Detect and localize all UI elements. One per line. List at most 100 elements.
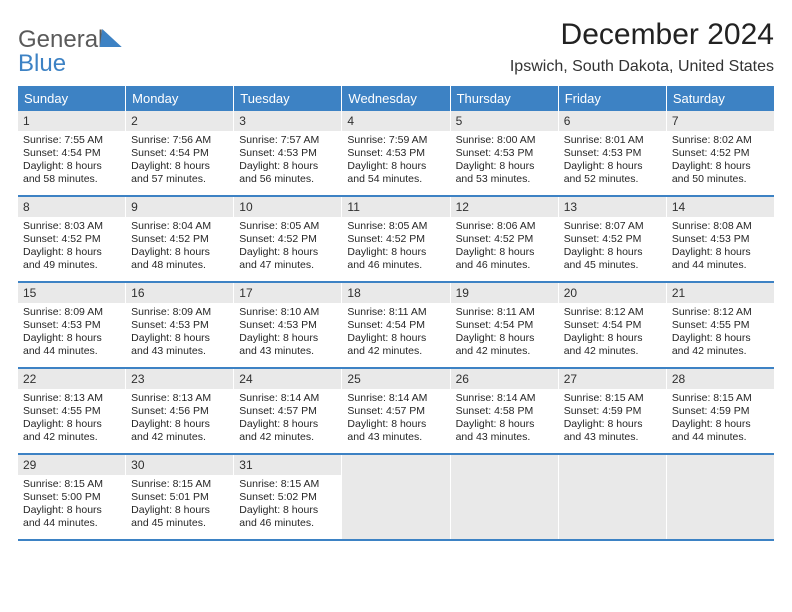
sunrise-line: Sunrise: 8:09 AM	[131, 306, 228, 319]
day-number: 20	[559, 283, 666, 303]
sunset-line: Sunset: 4:53 PM	[347, 147, 444, 160]
calendar-cell-empty	[667, 455, 774, 539]
daylight-line: Daylight: 8 hours and 57 minutes.	[131, 160, 228, 186]
week-row: 22Sunrise: 8:13 AMSunset: 4:55 PMDayligh…	[18, 369, 774, 455]
daylight-line: Daylight: 8 hours and 46 minutes.	[456, 246, 553, 272]
sunset-line: Sunset: 4:52 PM	[347, 233, 444, 246]
sunset-line: Sunset: 5:00 PM	[23, 491, 120, 504]
day-number: 22	[18, 369, 125, 389]
sunrise-line: Sunrise: 8:12 AM	[672, 306, 769, 319]
day-number: 8	[18, 197, 125, 217]
daylight-line: Daylight: 8 hours and 48 minutes.	[131, 246, 228, 272]
sunset-line: Sunset: 4:53 PM	[672, 233, 769, 246]
daylight-line: Daylight: 8 hours and 43 minutes.	[239, 332, 336, 358]
dayhead: Wednesday	[342, 86, 450, 111]
day-number: 9	[126, 197, 233, 217]
day-number: 4	[342, 111, 449, 131]
sunrise-line: Sunrise: 8:11 AM	[456, 306, 553, 319]
sunrise-line: Sunrise: 8:08 AM	[672, 220, 769, 233]
sunset-line: Sunset: 5:02 PM	[239, 491, 336, 504]
sunrise-line: Sunrise: 8:15 AM	[23, 478, 120, 491]
calendar-cell: 11Sunrise: 8:05 AMSunset: 4:52 PMDayligh…	[342, 197, 450, 281]
calendar-cell: 13 Sunrise: 8:07 AMSunset: 4:52 PMDayligh…	[559, 197, 667, 281]
sunrise-line: Sunrise: 7:57 AM	[239, 134, 336, 147]
calendar-cell: 26Sunrise: 8:14 AMSunset: 4:58 PMDayligh…	[451, 369, 559, 453]
logo-text: General Blue	[18, 28, 123, 76]
sunset-line: Sunset: 4:53 PM	[239, 319, 336, 332]
daylight-line: Daylight: 8 hours and 43 minutes.	[564, 418, 661, 444]
daylight-line: Daylight: 8 hours and 50 minutes.	[672, 160, 769, 186]
dayhead-row: SundayMondayTuesdayWednesdayThursdayFrid…	[18, 86, 774, 111]
sunrise-line: Sunrise: 8:11 AM	[347, 306, 444, 319]
sunrise-line: Sunrise: 8:12 AM	[564, 306, 661, 319]
sunrise-line: Sunrise: 8:05 AM	[347, 220, 444, 233]
sunset-line: Sunset: 4:58 PM	[456, 405, 553, 418]
sunset-line: Sunset: 4:53 PM	[131, 319, 228, 332]
dayhead: Saturday	[667, 86, 774, 111]
daylight-line: Daylight: 8 hours and 46 minutes.	[239, 504, 336, 530]
sunset-line: Sunset: 4:53 PM	[23, 319, 120, 332]
dayhead: Monday	[126, 86, 234, 111]
sunset-line: Sunset: 5:01 PM	[131, 491, 228, 504]
day-number: 7	[667, 111, 774, 131]
day-number: 14	[667, 197, 774, 217]
daylight-line: Daylight: 8 hours and 49 minutes.	[23, 246, 120, 272]
sunset-line: Sunset: 4:52 PM	[23, 233, 120, 246]
week-row: 8Sunrise: 8:03 AMSunset: 4:52 PMDaylight…	[18, 197, 774, 283]
sunset-line: Sunset: 4:57 PM	[239, 405, 336, 418]
sunset-line: Sunset: 4:54 PM	[23, 147, 120, 160]
sunset-line: Sunset: 4:53 PM	[564, 147, 661, 160]
day-number: 21	[667, 283, 774, 303]
calendar: SundayMondayTuesdayWednesdayThursdayFrid…	[18, 86, 774, 541]
sunrise-line: Sunrise: 8:07 AM	[564, 220, 661, 233]
dayhead: Tuesday	[234, 86, 342, 111]
sunrise-line: Sunrise: 8:15 AM	[131, 478, 228, 491]
day-number: 5	[451, 111, 558, 131]
calendar-cell: 31Sunrise: 8:15 AMSunset: 5:02 PMDayligh…	[234, 455, 342, 539]
calendar-cell: 29Sunrise: 8:15 AMSunset: 5:00 PMDayligh…	[18, 455, 126, 539]
daylight-line: Daylight: 8 hours and 42 minutes.	[564, 332, 661, 358]
sunrise-line: Sunrise: 8:14 AM	[347, 392, 444, 405]
calendar-cell-empty	[559, 455, 667, 539]
daylight-line: Daylight: 8 hours and 53 minutes.	[456, 160, 553, 186]
calendar-cell: 12Sunrise: 8:06 AMSunset: 4:52 PMDayligh…	[451, 197, 559, 281]
daylight-line: Daylight: 8 hours and 42 minutes.	[131, 418, 228, 444]
calendar-cell: 24Sunrise: 8:14 AMSunset: 4:57 PMDayligh…	[234, 369, 342, 453]
calendar-cell: 6Sunrise: 8:01 AMSunset: 4:53 PMDaylight…	[559, 111, 667, 195]
sunrise-line: Sunrise: 8:01 AM	[564, 134, 661, 147]
sunset-line: Sunset: 4:55 PM	[23, 405, 120, 418]
day-number: 16	[126, 283, 233, 303]
sunset-line: Sunset: 4:52 PM	[672, 147, 769, 160]
calendar-cell: 1Sunrise: 7:55 AMSunset: 4:54 PMDaylight…	[18, 111, 126, 195]
sunset-line: Sunset: 4:52 PM	[564, 233, 661, 246]
sunset-line: Sunset: 4:52 PM	[456, 233, 553, 246]
sunrise-line: Sunrise: 8:10 AM	[239, 306, 336, 319]
sunrise-line: Sunrise: 8:15 AM	[564, 392, 661, 405]
sunrise-line: Sunrise: 8:14 AM	[456, 392, 553, 405]
calendar-cell: 23Sunrise: 8:13 AMSunset: 4:56 PMDayligh…	[126, 369, 234, 453]
calendar-cell: 19Sunrise: 8:11 AMSunset: 4:54 PMDayligh…	[451, 283, 559, 367]
day-number: 15	[18, 283, 125, 303]
calendar-cell-empty	[451, 455, 559, 539]
sunset-line: Sunset: 4:54 PM	[131, 147, 228, 160]
month-title: December 2024	[510, 18, 774, 52]
daylight-line: Daylight: 8 hours and 42 minutes.	[239, 418, 336, 444]
day-number: 27	[559, 369, 666, 389]
daylight-line: Daylight: 8 hours and 42 minutes.	[456, 332, 553, 358]
calendar-cell: 22Sunrise: 8:13 AMSunset: 4:55 PMDayligh…	[18, 369, 126, 453]
week-row: 1Sunrise: 7:55 AMSunset: 4:54 PMDaylight…	[18, 111, 774, 197]
daylight-line: Daylight: 8 hours and 45 minutes.	[564, 246, 661, 272]
sunset-line: Sunset: 4:55 PM	[672, 319, 769, 332]
day-number: 10	[234, 197, 341, 217]
sunrise-line: Sunrise: 8:13 AM	[131, 392, 228, 405]
day-number: 17	[234, 283, 341, 303]
day-number: 6	[559, 111, 666, 131]
calendar-cell: 3Sunrise: 7:57 AMSunset: 4:53 PMDaylight…	[234, 111, 342, 195]
dayhead: Thursday	[451, 86, 559, 111]
day-number: 13	[559, 197, 666, 217]
calendar-cell: 21Sunrise: 8:12 AMSunset: 4:55 PMDayligh…	[667, 283, 774, 367]
sunrise-line: Sunrise: 8:00 AM	[456, 134, 553, 147]
calendar-cell: 30Sunrise: 8:15 AMSunset: 5:01 PMDayligh…	[126, 455, 234, 539]
daylight-line: Daylight: 8 hours and 42 minutes.	[23, 418, 120, 444]
sunset-line: Sunset: 4:59 PM	[564, 405, 661, 418]
